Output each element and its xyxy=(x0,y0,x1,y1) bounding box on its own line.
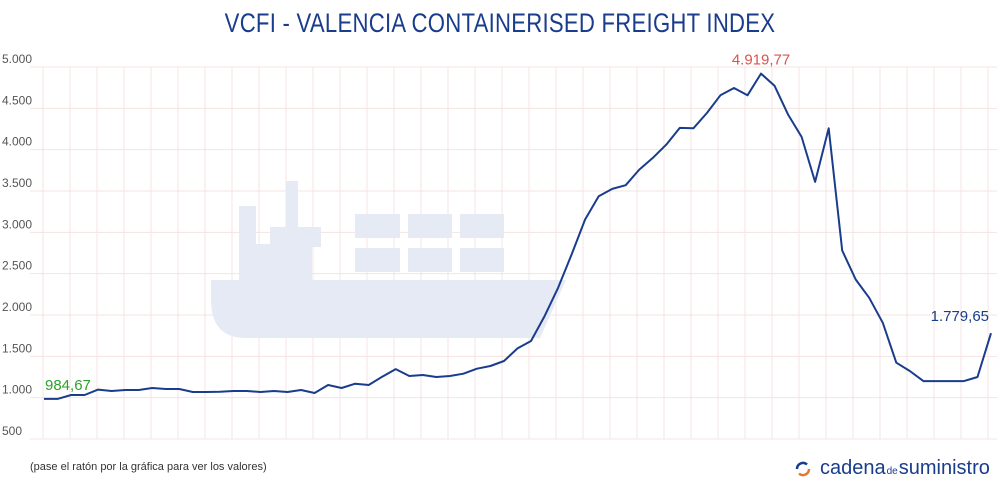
data-point[interactable] xyxy=(404,371,414,381)
data-point[interactable] xyxy=(810,177,820,187)
data-point[interactable] xyxy=(337,383,347,393)
data-point[interactable] xyxy=(39,394,49,404)
data-point[interactable] xyxy=(391,364,401,374)
data-point[interactable] xyxy=(851,274,861,284)
y-tick-label: 4.500 xyxy=(2,93,32,107)
data-point[interactable] xyxy=(215,387,225,397)
series-line xyxy=(44,72,992,400)
data-label-last: 1.779,65 xyxy=(931,308,989,325)
data-label-max: 4.919,77 xyxy=(732,52,790,69)
data-point[interactable] xyxy=(634,165,644,175)
data-point[interactable] xyxy=(594,191,604,201)
data-point[interactable] xyxy=(729,83,739,93)
y-tick-label: 1.000 xyxy=(2,383,32,397)
data-point[interactable] xyxy=(945,376,955,386)
data-point[interactable] xyxy=(377,372,387,382)
data-point[interactable] xyxy=(499,356,509,366)
y-axis: 5.000 4.500 4.000 3.500 3.000 2.500 2.000 1.500… xyxy=(2,52,32,438)
data-point[interactable] xyxy=(485,361,495,371)
y-tick-label: 3.500 xyxy=(2,176,32,190)
data-point[interactable] xyxy=(161,384,171,394)
data-point[interactable] xyxy=(607,184,617,194)
data-point[interactable] xyxy=(540,311,550,321)
data-point[interactable] xyxy=(986,328,996,338)
data-label-first: 984,67 xyxy=(45,377,91,394)
data-point[interactable] xyxy=(431,372,441,382)
y-tick-label: 500 xyxy=(2,424,22,438)
data-point[interactable] xyxy=(905,366,915,376)
data-point[interactable] xyxy=(93,385,103,395)
y-tick-label: 4.000 xyxy=(2,135,32,149)
logo-text-cadena: cadena xyxy=(820,457,886,479)
y-tick-label: 1.500 xyxy=(2,341,32,355)
grid xyxy=(30,66,997,440)
data-point[interactable] xyxy=(513,343,523,353)
logo[interactable]: cadena de suministro xyxy=(794,457,990,480)
data-point[interactable] xyxy=(972,372,982,382)
data-point[interactable] xyxy=(648,153,658,163)
data-point[interactable] xyxy=(864,293,874,303)
data-point[interactable] xyxy=(472,364,482,374)
data-point[interactable] xyxy=(174,384,184,394)
data-point[interactable] xyxy=(878,318,888,328)
data-point[interactable] xyxy=(837,246,847,256)
data-point[interactable] xyxy=(296,385,306,395)
data-point[interactable] xyxy=(553,283,563,293)
data-point[interactable] xyxy=(458,369,468,379)
y-tick-label: 3.000 xyxy=(2,217,32,231)
data-point[interactable] xyxy=(283,387,293,397)
data-point[interactable] xyxy=(107,386,117,396)
data-point[interactable] xyxy=(770,81,780,91)
data-point[interactable] xyxy=(580,215,590,225)
data-point[interactable] xyxy=(756,69,766,79)
data-point[interactable] xyxy=(445,371,455,381)
chart-title: VCFI - VALENCIA CONTAINERISED FREIGHT IN… xyxy=(224,8,776,38)
y-tick-label: 2.000 xyxy=(2,300,32,314)
data-point[interactable] xyxy=(688,123,698,133)
logo-text-de: de xyxy=(886,466,898,477)
data-point[interactable] xyxy=(310,388,320,398)
data-point[interactable] xyxy=(742,90,752,100)
data-point[interactable] xyxy=(228,386,238,396)
ship-watermark-icon xyxy=(211,181,566,338)
data-point[interactable] xyxy=(418,370,428,380)
data-point[interactable] xyxy=(350,379,360,389)
data-point[interactable] xyxy=(675,123,685,133)
data-point[interactable] xyxy=(891,358,901,368)
logo-text-suministro: suministro xyxy=(898,457,990,479)
data-point[interactable] xyxy=(661,140,671,150)
data-point[interactable] xyxy=(147,383,157,393)
y-tick-label: 5.000 xyxy=(2,52,32,66)
data-point[interactable] xyxy=(255,387,265,397)
data-point[interactable] xyxy=(526,336,536,346)
hover-hint: (pase el ratón por la gráfica para ver l… xyxy=(30,461,267,473)
data-point[interactable] xyxy=(932,376,942,386)
data-point[interactable] xyxy=(715,90,725,100)
data-point[interactable] xyxy=(959,376,969,386)
data-point[interactable] xyxy=(621,180,631,190)
data-point[interactable] xyxy=(188,387,198,397)
data-point[interactable] xyxy=(120,385,130,395)
data-point[interactable] xyxy=(364,380,374,390)
data-point[interactable] xyxy=(797,132,807,142)
data-point[interactable] xyxy=(567,249,577,259)
data-point[interactable] xyxy=(918,376,928,386)
data-point[interactable] xyxy=(53,394,63,404)
data-point[interactable] xyxy=(824,123,834,133)
data-point[interactable] xyxy=(201,387,211,397)
y-tick-label: 2.500 xyxy=(2,259,32,273)
logo-arrows-icon xyxy=(795,461,811,476)
data-point[interactable] xyxy=(242,386,252,396)
data-point[interactable] xyxy=(269,386,279,396)
data-point[interactable] xyxy=(323,380,333,390)
data-point[interactable] xyxy=(783,110,793,120)
data-point[interactable] xyxy=(134,385,144,395)
data-point[interactable] xyxy=(702,108,712,118)
